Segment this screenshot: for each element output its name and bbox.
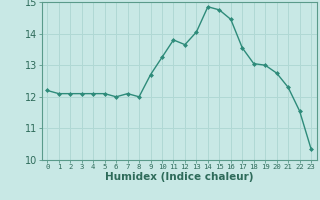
X-axis label: Humidex (Indice chaleur): Humidex (Indice chaleur) bbox=[105, 172, 253, 182]
